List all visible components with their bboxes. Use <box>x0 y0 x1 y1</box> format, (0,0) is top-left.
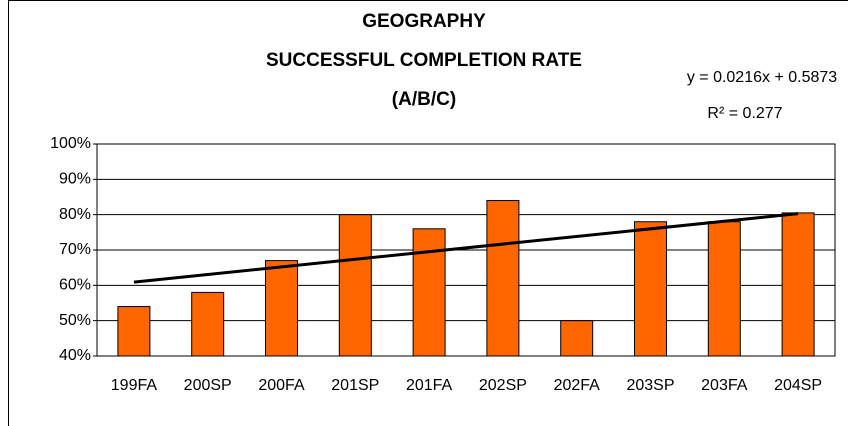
y-tick-label: 50% <box>59 312 91 329</box>
trendline <box>133 212 799 284</box>
chart-title: SUCCESSFUL COMPLETION RATE <box>266 50 582 71</box>
bar <box>560 320 594 357</box>
x-tick-label: 203SP <box>626 377 674 394</box>
x-tick-label: 201FA <box>406 377 453 394</box>
bar <box>265 260 298 357</box>
x-tick-label: 200SP <box>184 377 232 394</box>
x-tick-label: 202SP <box>479 377 527 394</box>
bar <box>486 200 520 357</box>
bar <box>117 306 151 357</box>
y-tick-label: 40% <box>59 347 91 364</box>
y-tick-label: 70% <box>59 241 91 258</box>
bar <box>338 214 372 357</box>
y-tick-label: 100% <box>50 135 91 152</box>
x-tick-label: 204SP <box>774 377 822 394</box>
trend-equation: y = 0.0216x + 0.5873 <box>687 69 837 86</box>
trend-r-squared: R² = 0.277 <box>707 105 782 122</box>
x-tick-label: 199FA <box>111 377 158 394</box>
x-tick-label: 200FA <box>258 377 305 394</box>
x-tick-label: 201SP <box>331 377 379 394</box>
x-tick-label: 202FA <box>554 377 601 394</box>
bar <box>412 228 446 357</box>
bar <box>634 221 667 357</box>
x-tick-label: 203FA <box>701 377 748 394</box>
chart-title: (A/B/C) <box>392 89 456 110</box>
bar <box>707 221 741 357</box>
bar <box>781 212 815 357</box>
chart-frame <box>8 0 848 426</box>
y-tick-label: 80% <box>59 206 91 223</box>
bar <box>191 291 225 357</box>
y-tick-label: 60% <box>59 277 91 294</box>
y-tick-label: 90% <box>59 171 91 188</box>
chart-title: GEOGRAPHY <box>362 11 486 32</box>
